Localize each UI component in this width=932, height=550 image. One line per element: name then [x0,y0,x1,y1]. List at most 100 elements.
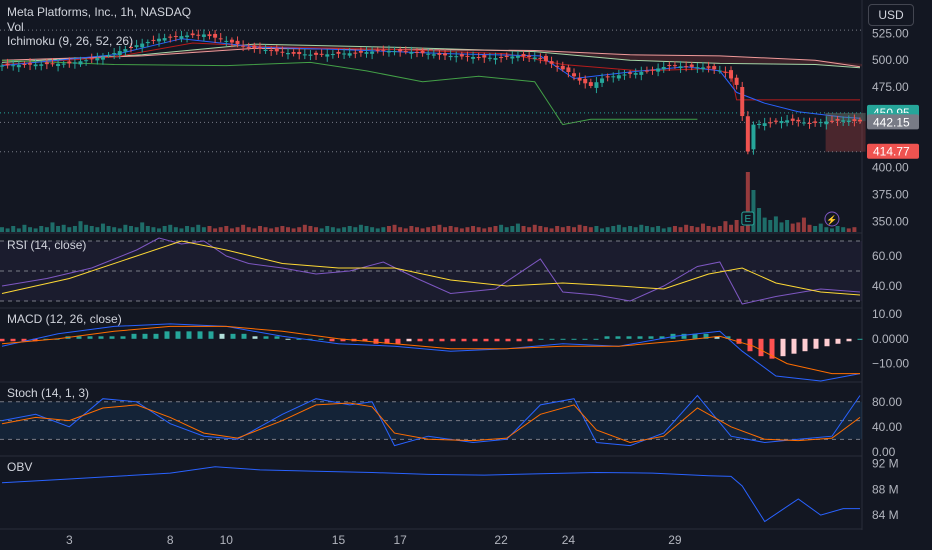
candle-body [773,120,778,122]
volume-bar [813,226,818,232]
volume-bar [286,227,290,232]
volume-bar [61,224,66,232]
volume-bar [717,226,722,232]
price-axis-label: 500.00 [872,53,909,67]
candle-body [796,119,801,122]
macd-histogram-bar [681,333,687,339]
macd-histogram-bar [230,333,236,339]
macd-histogram-bar [142,333,148,339]
candle-body [128,46,133,48]
volume-bar [628,226,633,232]
macd-axis-label: 0.0000 [872,332,909,346]
volume-bar [689,226,694,232]
price-axis-label: 400.00 [872,161,909,175]
candle-body [695,67,700,69]
volume-bar [145,226,150,232]
macd-histogram-bar [98,336,104,339]
volume-bar [527,227,532,232]
candle-body [302,54,307,56]
volume-bar [263,227,268,232]
macd-histogram-bar [285,338,291,340]
candle-body [454,56,459,58]
candle-body [112,53,117,55]
price-label-box [867,114,919,130]
candle-body [510,56,515,59]
volume-bar [779,222,784,232]
volume-bar [229,228,234,232]
price-axis-label: 350.00 [872,214,909,228]
macd-histogram-bar [813,338,819,349]
volume-bar [807,224,812,232]
candle-body [779,121,784,124]
macd-histogram-bar [21,338,27,342]
macd-histogram-bar [857,338,863,340]
candle-body [729,70,734,79]
volume-bar [5,228,10,232]
candle-body [224,40,229,42]
candle-body [689,64,694,67]
candle-body [100,56,105,60]
volume-bar [95,227,100,232]
candle-body [785,120,790,123]
candle-body [297,51,302,55]
volume-bar [218,227,223,232]
volume-bar [185,226,190,232]
candle-body [257,47,262,49]
gap-zone-upper [825,112,866,122]
candle-body [414,51,419,53]
volume-bar [100,223,105,232]
candle-body [835,119,840,121]
candle-body [106,55,111,57]
volume-bar [291,228,296,232]
macd-histogram-bar [252,336,258,339]
volume-bar [375,228,380,232]
macd-histogram-bar [164,331,170,339]
candle-body [790,118,795,121]
candle-body [493,58,498,60]
volume-bar [173,227,178,232]
candle-body [61,63,66,65]
candle-body [700,67,705,70]
candle-body [358,50,363,53]
macd-histogram-bar [373,338,379,344]
volume-bar [757,208,762,232]
candle-body [661,67,666,70]
volume-bar [67,227,72,232]
macd-histogram-bar [406,338,412,342]
candle-body [291,52,296,54]
candle-body [543,55,548,61]
candle-body [56,63,61,67]
candle-body [190,33,195,36]
volume-bar [454,227,459,232]
currency-button[interactable]: USD [868,4,914,26]
volume-bar [801,217,806,232]
volume-bar [824,227,829,232]
candle-body [426,53,431,55]
volume-bar [656,226,661,232]
rsi-axis-label: 40.00 [872,279,902,293]
candle-body [117,51,122,56]
macd-histogram-bar [571,338,577,340]
candle-body [499,57,504,59]
candle-body [846,120,851,123]
candle-body [95,58,100,61]
volume-bar [78,221,83,232]
candle-body [667,64,672,66]
volume-bar [644,226,649,232]
candle-body [325,54,330,57]
volume-bar [420,228,425,232]
obv-axis-label: 88 M [872,482,899,496]
volume-bar [84,224,89,232]
macd-histogram-bar [0,338,5,342]
stoch-axis-label: 0.00 [872,445,896,459]
volume-bar [269,228,274,232]
candle-body [39,64,44,66]
candle-body [5,63,10,66]
candle-body [841,120,846,122]
candle-body [600,78,605,83]
candle-body [527,55,532,57]
volume-bar [639,224,644,232]
macd-histogram-bar [791,338,797,354]
macd-histogram-bar [307,338,313,340]
stoch-d-line [1,402,861,444]
